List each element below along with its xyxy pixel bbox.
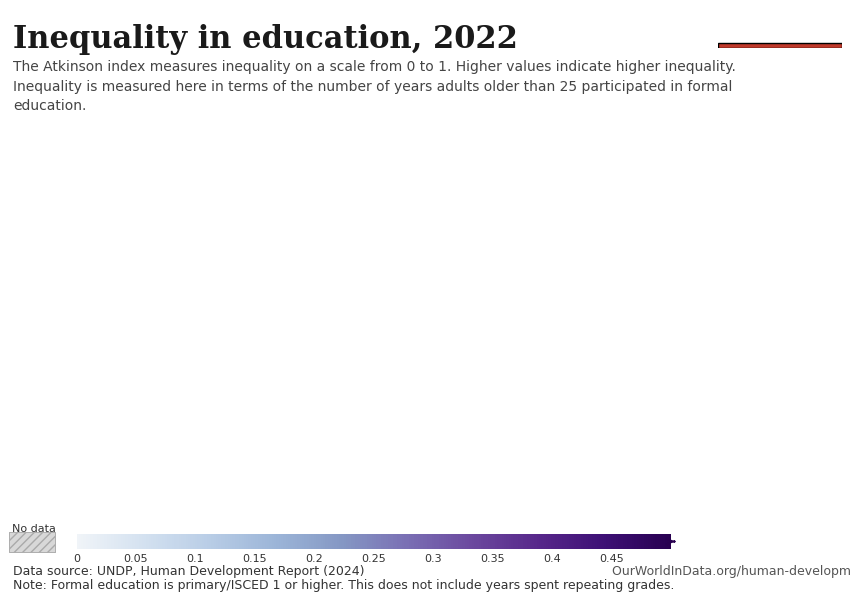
Text: The Atkinson index measures inequality on a scale from 0 to 1. Higher values ind: The Atkinson index measures inequality o… (13, 60, 735, 113)
Text: OurWorldInData.org/human-development-index | CC BY: OurWorldInData.org/human-development-ind… (612, 565, 850, 578)
FancyBboxPatch shape (718, 43, 842, 48)
Text: Inequality in education, 2022: Inequality in education, 2022 (13, 24, 518, 55)
FancyBboxPatch shape (8, 532, 55, 552)
Text: Our World: Our World (748, 11, 812, 22)
Text: in Data: in Data (757, 26, 802, 36)
Text: No data: No data (12, 524, 56, 535)
Text: Note: Formal education is primary/ISCED 1 or higher. This does not include years: Note: Formal education is primary/ISCED … (13, 579, 674, 592)
Text: Data source: UNDP, Human Development Report (2024): Data source: UNDP, Human Development Rep… (13, 565, 365, 578)
